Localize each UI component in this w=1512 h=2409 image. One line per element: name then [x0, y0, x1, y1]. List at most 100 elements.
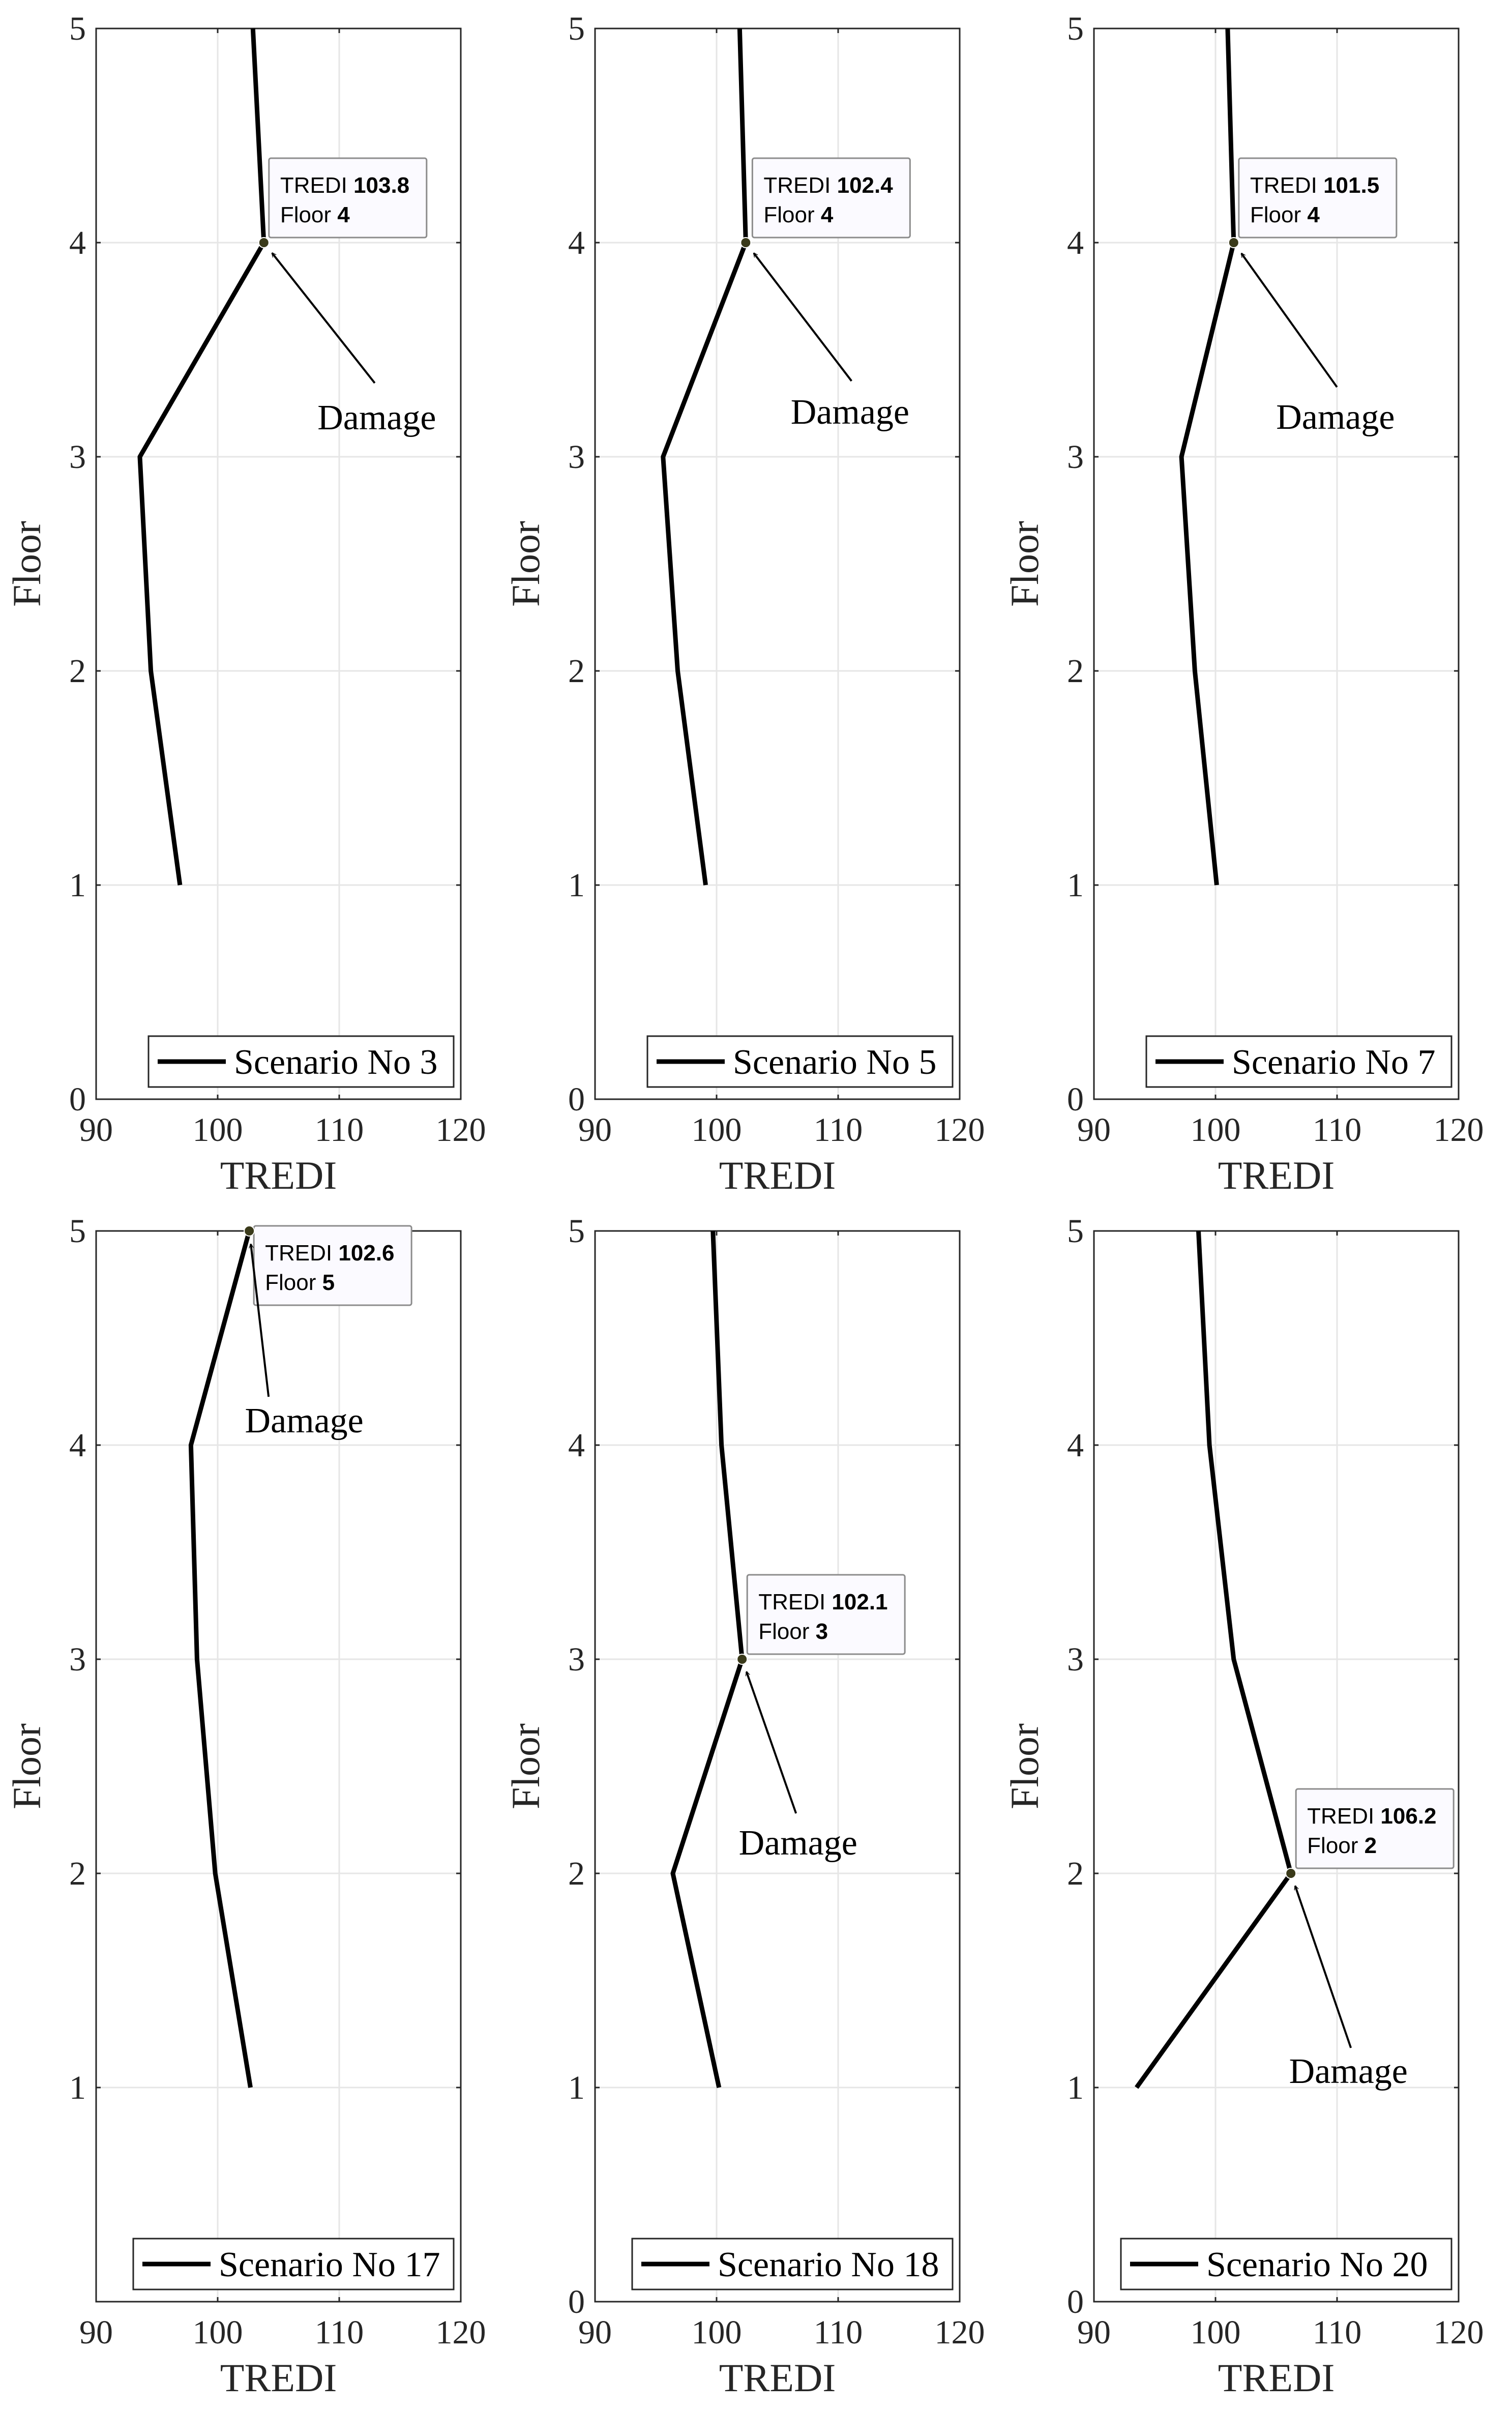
- chart-2-y-tick-label: 0: [568, 1081, 585, 1118]
- chart-3-datatip-x-value: 101.5: [1323, 173, 1379, 198]
- chart-5-y-tick-label: 0: [568, 2283, 585, 2320]
- chart-6-y-tick-label: 4: [1067, 1427, 1084, 1464]
- chart-2-datatip-marker: [740, 237, 752, 248]
- chart-4-y-tick-label: 2: [69, 1855, 86, 1892]
- chart-6-datatip-y-label: Floor: [1307, 1833, 1364, 1858]
- chart-1-datatip-y: Floor 4: [280, 202, 350, 227]
- chart-4-datatip-x-label: TREDI: [265, 1241, 338, 1266]
- chart-3-y-tick-label: 1: [1067, 867, 1084, 904]
- chart-5-y-tick-label: 1: [568, 2069, 585, 2106]
- chart-2-y-axis-label: Floor: [503, 521, 548, 607]
- chart-4-legend[interactable]: Scenario No 17: [132, 2238, 455, 2290]
- chart-2-series-line: [661, 28, 748, 886]
- chart-3-legend-box: [1145, 1035, 1452, 1088]
- chart-3-datatip-marker: [1228, 237, 1239, 248]
- chart-5-datatip-x: TREDI 102.1: [758, 1590, 887, 1614]
- chart-2-y-tick-label: 4: [568, 224, 585, 261]
- chart-2-x-tick-label: 120: [935, 1111, 985, 1149]
- chart-3-datatip-y: Floor 4: [1250, 202, 1320, 227]
- chart-2-y-tick-label: 5: [568, 10, 585, 47]
- chart-3-y-tick-label: 4: [1067, 224, 1084, 261]
- chart-4-damage-label: Damage: [245, 1401, 364, 1441]
- chart-3-y-tick-label: 3: [1067, 438, 1084, 476]
- chart-4-datatip-x-value: 102.6: [338, 1241, 394, 1266]
- chart-5-damage-arrow: [747, 1672, 797, 1814]
- chart-1-x-tick-label: 90: [79, 1111, 113, 1149]
- chart-5-y-tick-label: 3: [568, 1641, 585, 1678]
- chart-4-x-tick-label: 100: [193, 2314, 243, 2351]
- chart-4-plot-area: [96, 1231, 461, 2302]
- chart-3-x-tick-label: 90: [1077, 1111, 1111, 1149]
- chart-5-datatip-y-label: Floor: [758, 1619, 815, 1644]
- chart-6-x-tick-label: 120: [1434, 2314, 1484, 2351]
- chart-4-x-tick-label: 90: [79, 2314, 113, 2351]
- chart-2-legend-label: Scenario No 5: [733, 1043, 936, 1082]
- chart-5-y-tick-label: 4: [568, 1427, 585, 1464]
- chart-3-y-tick-label: 5: [1067, 10, 1084, 47]
- chart-5-damage-label: Damage: [739, 1824, 857, 1863]
- chart-3-damage-label: Damage: [1276, 398, 1395, 437]
- chart-5-x-tick-label: 120: [935, 2314, 985, 2351]
- chart-1-y-axis-label: Floor: [5, 521, 49, 607]
- chart-5-y-tick-label: 2: [568, 1855, 585, 1892]
- chart-1-x-tick-label: 120: [436, 1111, 486, 1149]
- chart-5-legend-label: Scenario No 18: [718, 2245, 939, 2284]
- chart-5-datatip-x-label: TREDI: [758, 1590, 832, 1614]
- chart-1-damage-label: Damage: [317, 398, 436, 437]
- chart-2-legend[interactable]: Scenario No 5: [646, 1035, 954, 1088]
- chart-5-datatip-x-value: 102.1: [832, 1590, 887, 1614]
- chart-1-y-tick-label: 0: [69, 1081, 86, 1118]
- chart-3-y-axis-label: Floor: [1002, 521, 1047, 607]
- chart-4-datatip-y-label: Floor: [265, 1270, 322, 1295]
- chart-5-datatip[interactable]: TREDI 102.1 Floor 3: [736, 1574, 906, 1665]
- chart-1-datatip-marker: [258, 237, 270, 248]
- chart-2-datatip-x: TREDI 102.4: [763, 173, 893, 198]
- chart-4-series-line: [188, 1230, 253, 2088]
- chart-6-datatip-marker: [1285, 1868, 1297, 1879]
- chart-6-datatip-x-value: 106.2: [1380, 1804, 1436, 1829]
- chart-2-x-axis-label: TREDI: [719, 1153, 836, 1197]
- chart-6-y-tick-label: 5: [1067, 1213, 1084, 1250]
- chart-4-x-axis-label: TREDI: [220, 2356, 337, 2400]
- chart-5-x-tick-label: 110: [814, 2314, 863, 2351]
- chart-4-y-tick-label: 4: [69, 1427, 86, 1464]
- chart-1-x-tick-label: 110: [315, 1111, 364, 1149]
- chart-4-y-tick-label: 3: [69, 1641, 86, 1678]
- chart-6-damage-label: Damage: [1289, 2052, 1408, 2091]
- chart-2-datatip[interactable]: TREDI 102.4 Floor 4: [740, 157, 911, 248]
- chart-2-x-tick-label: 90: [578, 1111, 612, 1149]
- chart-1-datatip-x-label: TREDI: [280, 173, 353, 198]
- chart-1-y-tick-label: 2: [69, 653, 86, 690]
- chart-2-damage-label: Damage: [791, 393, 909, 432]
- chart-1-legend[interactable]: Scenario No 3: [147, 1035, 455, 1088]
- chart-6-datatip-x-label: TREDI: [1307, 1804, 1380, 1829]
- chart-6-legend[interactable]: Scenario No 20: [1120, 2238, 1452, 2290]
- chart-6-datatip-y: Floor 2: [1307, 1833, 1377, 1858]
- chart-6-x-axis-label: TREDI: [1218, 2356, 1335, 2400]
- chart-6-y-tick-label: 1: [1067, 2069, 1084, 2106]
- chart-4-x-tick-label: 110: [315, 2314, 364, 2351]
- chart-6-axes-box: [1093, 1230, 1460, 2303]
- chart-2-y-tick-label: 2: [568, 653, 585, 690]
- chart-1-series-line: [137, 28, 266, 886]
- chart-5-datatip-y-value: 3: [816, 1619, 828, 1644]
- chart-5-legend[interactable]: Scenario No 18: [631, 2238, 954, 2290]
- chart-6-y-axis-label: Floor: [1002, 1723, 1047, 1809]
- chart-3-datatip-y-value: 4: [1307, 202, 1320, 227]
- chart-1-y-tick-label: 4: [69, 224, 86, 261]
- chart-2-datatip-y: Floor 4: [763, 202, 833, 227]
- chart-2-x-tick-label: 100: [692, 1111, 742, 1149]
- chart-3-datatip-y-label: Floor: [1250, 202, 1307, 227]
- chart-5-x-tick-label: 90: [578, 2314, 612, 2351]
- chart-3-damage-arrow: [1240, 253, 1338, 388]
- chart-3-legend[interactable]: Scenario No 7: [1145, 1035, 1452, 1088]
